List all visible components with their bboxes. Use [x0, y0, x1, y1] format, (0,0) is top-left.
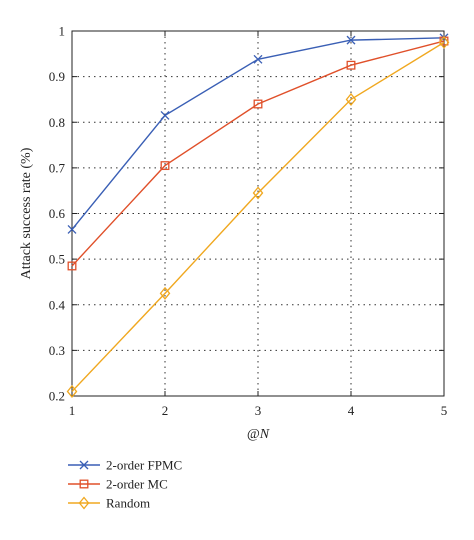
x-tick-label: 2 — [162, 403, 169, 418]
ticks: 1 2 3 4 5 0.2 0.3 0.4 0.5 0.6 0.7 0.8 0.9 1 — [49, 24, 448, 419]
legend-marker — [79, 479, 89, 489]
x-tick-label: 1 — [69, 403, 76, 418]
y-tick-label: 1 — [59, 24, 66, 39]
y-tick-label: 0.7 — [49, 160, 66, 175]
y-tick-label: 0.9 — [49, 69, 65, 84]
legend-item: 2-order FPMC — [68, 458, 182, 473]
grid — [72, 31, 444, 396]
data-point — [159, 286, 171, 300]
y-tick-label: 0.6 — [49, 206, 66, 221]
series-line — [71, 41, 445, 392]
legend: 2-order FPMC 2-order MC Random — [68, 458, 182, 511]
legend-marker — [78, 496, 90, 510]
data-point — [253, 54, 263, 64]
y-tick-label: 0.8 — [49, 115, 65, 130]
y-axis-title: Attack success rate (%) — [19, 147, 34, 279]
series — [66, 33, 450, 398]
data-point — [160, 110, 170, 120]
x-tick-label: 5 — [441, 403, 448, 418]
data-point — [160, 161, 170, 171]
legend-item: Random — [68, 496, 150, 511]
legend-item: 2-order MC — [68, 477, 168, 492]
y-tick-label: 0.3 — [49, 343, 65, 358]
data-point — [346, 60, 356, 70]
x-tick-label: 3 — [255, 403, 262, 418]
legend-label: 2-order FPMC — [106, 458, 182, 473]
data-point — [67, 225, 77, 234]
data-point — [67, 261, 77, 271]
data-point — [438, 35, 450, 49]
legend-label: 2-order MC — [106, 477, 168, 492]
data-point — [253, 99, 263, 109]
series-line — [71, 40, 445, 267]
series-line — [71, 37, 445, 230]
series-random — [66, 35, 450, 398]
data-point — [252, 186, 264, 200]
data-point — [346, 35, 356, 45]
y-tick-label: 0.4 — [49, 297, 66, 312]
legend-marker — [79, 460, 89, 470]
data-point — [66, 384, 78, 398]
x-tick-label: 4 — [348, 403, 355, 418]
legend-label: Random — [106, 496, 150, 511]
y-tick-label: 0.5 — [49, 252, 65, 267]
series-2-order-fpmc — [67, 33, 449, 234]
y-tick-label: 0.2 — [49, 389, 65, 404]
x-axis-title: @N — [247, 427, 270, 442]
data-point — [345, 92, 357, 106]
